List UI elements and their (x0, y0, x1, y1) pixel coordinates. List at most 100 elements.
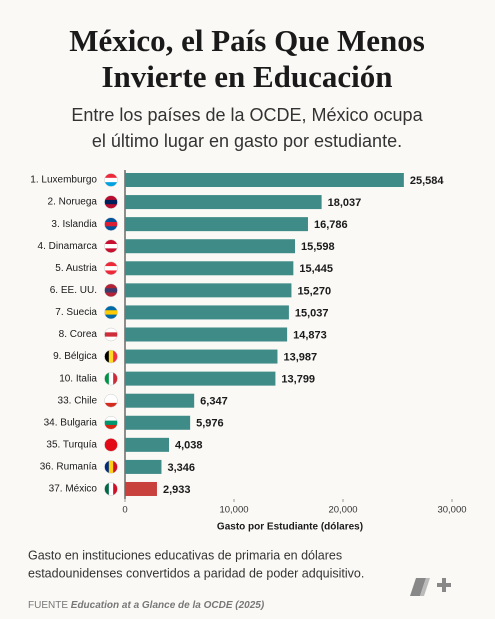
flag-stripe (104, 244, 118, 249)
flag-stripe (104, 332, 118, 337)
flag-stripe (104, 327, 118, 333)
flag-border (104, 482, 118, 496)
flag-stripe (104, 239, 118, 245)
value-label: 15,270 (297, 285, 331, 297)
value-label: 6,347 (200, 396, 228, 408)
flag-stripe (104, 420, 118, 426)
flag-stripe (104, 424, 118, 430)
source-label: FUENTE (28, 600, 68, 611)
flag-stripe (104, 283, 118, 289)
source: FUENTE Education at a Glance de la OCDE … (28, 600, 265, 611)
flag-border (104, 195, 118, 209)
x-tick-label: 0 (122, 505, 127, 516)
value-label: 15,037 (295, 307, 329, 319)
chart-title: México, el País Que Menos (69, 23, 425, 58)
y-tick-label: 9. Bélgica (53, 351, 97, 362)
flag-stripe (104, 199, 118, 205)
flag-stripe (104, 442, 118, 448)
value-label: 14,873 (293, 329, 327, 341)
bar (125, 327, 288, 342)
flag-stripe (104, 305, 118, 311)
flag-stripe (104, 416, 118, 421)
bar (125, 459, 162, 474)
note: estadounidenses convertidos a paridad de… (28, 566, 364, 580)
flag-stripe (104, 288, 118, 293)
flag (104, 438, 118, 452)
flag-stripe (104, 270, 118, 275)
flag-stripe (104, 447, 118, 452)
y-tick-label: 10. Italia (59, 373, 97, 384)
subtitle: Entre los países de la OCDE, México ocup… (71, 105, 423, 125)
flag-stripe (104, 336, 118, 341)
flag (104, 217, 118, 231)
logo (410, 578, 451, 596)
bar (125, 305, 289, 320)
flag-stripe (104, 482, 110, 496)
bar (125, 481, 157, 496)
flag-border (104, 261, 118, 276)
flag-stripe (104, 460, 110, 474)
flag-stripe (104, 261, 118, 267)
flag-stripe (104, 394, 118, 399)
flag-stripe (104, 372, 110, 386)
flag-border (104, 305, 118, 320)
flag-stripe (104, 177, 118, 183)
bar (125, 173, 404, 187)
flag-stripe (104, 221, 118, 227)
flag (104, 283, 118, 297)
value-label: 3,346 (167, 462, 195, 474)
y-tick-label: 33. Chile (58, 395, 98, 406)
flag-border (104, 416, 118, 430)
bar (125, 283, 292, 298)
flag (104, 394, 118, 408)
flag-border (104, 239, 118, 253)
flag (104, 350, 118, 364)
flag-stripe (104, 266, 118, 271)
flag (104, 482, 118, 496)
y-tick-label: 8. Corea (59, 329, 98, 340)
flag-border (104, 438, 118, 452)
y-tick-label: 34. Bulgaria (44, 417, 98, 428)
flag-stripe (113, 460, 118, 474)
y-tick-label: 37. México (49, 484, 98, 495)
flag (104, 305, 118, 319)
flag-stripe (104, 310, 118, 315)
flag-stripe (104, 292, 118, 297)
flag-stripe (104, 314, 118, 319)
flag-stripe (104, 402, 118, 408)
y-tick-label: 3. Islandia (51, 219, 97, 230)
flag-stripe (104, 398, 118, 404)
flag-border (104, 393, 118, 408)
flag-stripe (104, 173, 118, 179)
flag-stripe (104, 438, 118, 443)
flag-stripe (104, 350, 110, 364)
flag-border (104, 217, 118, 231)
note: Gasto en instituciones educativas de pri… (28, 548, 342, 562)
y-tick-label: 5. Austria (55, 263, 97, 274)
x-tick-label: 10,000 (219, 505, 248, 516)
value-label: 13,799 (281, 374, 315, 386)
flag (104, 416, 118, 430)
flag-stripe (104, 217, 118, 223)
x-axis-label: Gasto por Estudiante (dólares) (217, 522, 363, 533)
value-label: 25,584 (410, 175, 445, 187)
x-tick-label: 30,000 (437, 505, 466, 516)
flag-stripe (104, 226, 118, 231)
bar (125, 217, 308, 232)
value-label: 15,598 (301, 241, 335, 253)
flag (104, 195, 118, 209)
bar (125, 437, 170, 452)
value-label: 2,933 (163, 484, 191, 496)
value-label: 5,976 (196, 418, 224, 430)
bar (125, 371, 276, 386)
flag (104, 261, 118, 275)
flag-stripe (108, 350, 114, 364)
value-label: 13,987 (283, 351, 317, 363)
flag-border (104, 349, 118, 364)
bar (125, 349, 278, 364)
flag-stripe (108, 482, 114, 496)
source-text: Education at a Glance de la OCDE (2025) (71, 600, 265, 611)
value-label: 16,786 (314, 219, 348, 231)
flag-border (104, 173, 118, 187)
